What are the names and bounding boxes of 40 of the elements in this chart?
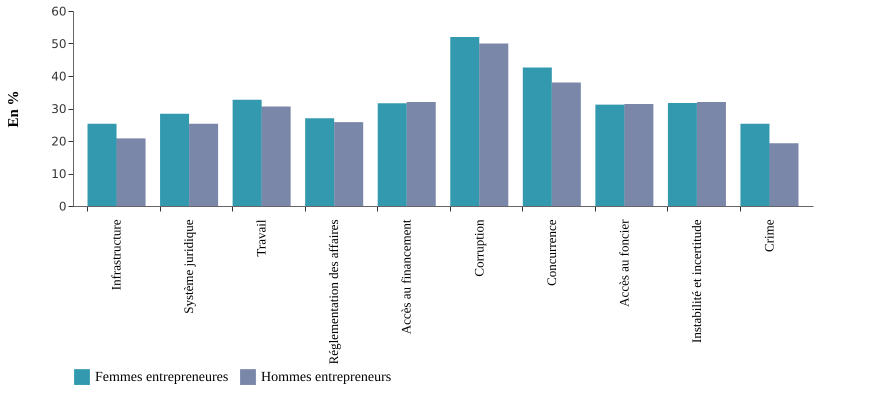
x-tick-label: Système juridique	[181, 219, 196, 314]
bar	[406, 102, 436, 206]
x-tick-label: Crime	[761, 219, 776, 252]
y-tick-label: 50	[51, 37, 66, 51]
legend-label: Hommes entrepreneurs	[261, 370, 392, 386]
y-tick-label: 0	[58, 200, 66, 214]
bar	[522, 68, 552, 206]
bar	[450, 37, 480, 206]
bar	[696, 102, 726, 206]
bar	[595, 104, 624, 206]
bar	[552, 82, 581, 206]
legend-label: Femmes entrepreneures	[95, 370, 228, 386]
x-tick-label: Accès au financement	[398, 219, 414, 334]
bar	[160, 114, 190, 206]
y-tick-label: 10	[51, 167, 66, 181]
y-tick-label: 60	[51, 4, 66, 18]
bar	[232, 100, 262, 206]
x-tick-label: Réglementation des affaires	[326, 220, 342, 364]
bar	[479, 44, 508, 206]
bar	[305, 118, 334, 206]
bar	[668, 102, 697, 206]
bar	[740, 124, 770, 206]
x-tick-label: Concurrence	[544, 219, 559, 286]
x-tick-label: Infrastructure	[108, 219, 124, 290]
y-tick-label: 30	[51, 102, 66, 116]
bar	[378, 103, 407, 206]
x-tick-label: Travail	[254, 219, 269, 257]
y-axis-title: En %	[6, 90, 22, 128]
bar	[769, 143, 798, 206]
x-tick-label: Instabilité et incertitude	[688, 219, 704, 343]
y-tick-label: 40	[51, 70, 66, 84]
bar	[334, 122, 364, 206]
bar	[116, 138, 146, 206]
bar	[624, 104, 654, 206]
bar	[189, 124, 218, 206]
bar	[88, 124, 117, 206]
x-tick-label: Accès au foncier	[616, 218, 632, 307]
x-tick-label: Corruption	[471, 219, 486, 277]
y-tick-label: 20	[51, 134, 66, 148]
bar	[262, 106, 291, 206]
